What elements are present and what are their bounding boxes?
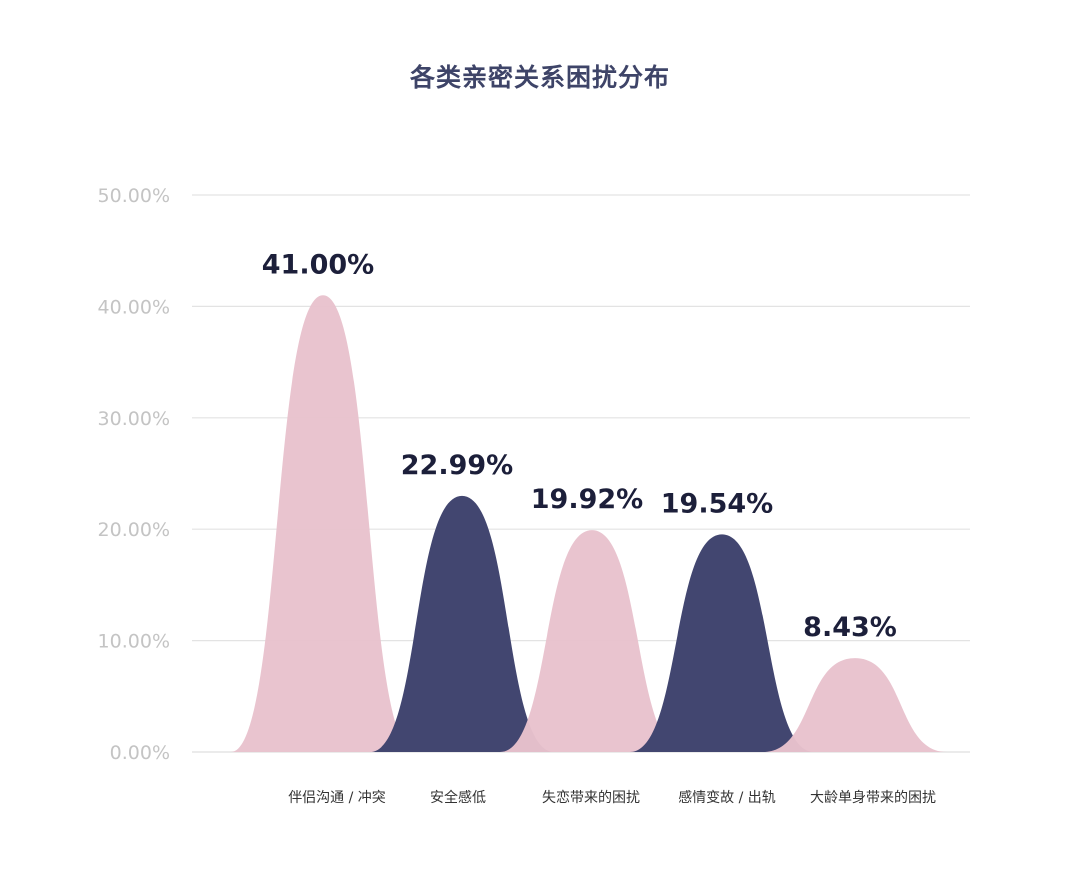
x-tick-label: 伴侣沟通 / 冲突 xyxy=(288,790,386,806)
chart-title-wrap: 各类亲密关系困扰分布 xyxy=(0,58,1080,94)
value-label: 41.00% xyxy=(262,249,374,280)
y-tick-label: 20.00% xyxy=(98,519,170,541)
value-label: 19.54% xyxy=(661,488,773,519)
value-label: 19.92% xyxy=(531,484,643,515)
chart-title: 各类亲密关系困扰分布 xyxy=(405,58,680,94)
y-tick-label: 50.00% xyxy=(98,185,170,207)
value-labels: 41.00% 22.99% 19.92% 19.54% 8.43% xyxy=(262,249,897,643)
x-tick-label: 失恋带来的困扰 xyxy=(542,789,640,806)
y-tick-label: 30.00% xyxy=(98,408,170,430)
peaks xyxy=(231,295,947,752)
x-tick-label: 安全感低 xyxy=(430,789,486,806)
x-tick-label: 感情变故 / 出轨 xyxy=(678,789,776,806)
peak-1 xyxy=(231,295,415,752)
peak-2 xyxy=(370,495,554,752)
value-label: 8.43% xyxy=(803,612,897,643)
peak-4 xyxy=(630,534,814,752)
y-axis: 0.00% 10.00% 20.00% 30.00% 40.00% 50.00% xyxy=(98,185,170,764)
y-tick-label: 10.00% xyxy=(98,631,170,653)
y-tick-label: 0.00% xyxy=(110,742,170,764)
x-tick-label: 大龄单身带来的困扰 xyxy=(810,790,936,806)
peak-5 xyxy=(763,658,947,752)
x-axis-labels: 伴侣沟通 / 冲突 安全感低 失恋带来的困扰 感情变故 / 出轨 大龄单身带来的困扰 xyxy=(288,789,936,806)
chart-title-text: 各类亲密关系困扰分布 xyxy=(409,63,670,92)
y-tick-label: 40.00% xyxy=(98,296,170,318)
value-label: 22.99% xyxy=(401,450,513,481)
peak-3 xyxy=(500,530,684,752)
